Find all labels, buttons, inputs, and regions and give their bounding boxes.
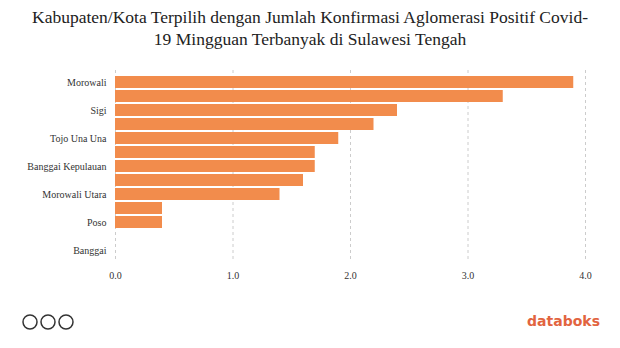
svg-text:0.0: 0.0: [109, 270, 122, 281]
svg-text:2.0: 2.0: [344, 270, 357, 281]
svg-text:Morowali Utara: Morowali Utara: [42, 189, 107, 200]
svg-text:Tojo Una Una: Tojo Una Una: [50, 133, 107, 144]
svg-text:Banggai: Banggai: [73, 245, 107, 256]
html-text:databoks: databoks: [527, 313, 600, 329]
svg-text:4.0: 4.0: [579, 270, 592, 281]
svg-text:Morowali: Morowali: [67, 77, 107, 88]
svg-text:3.0: 3.0: [462, 270, 475, 281]
svg-text:Banggai Kepulauan: Banggai Kepulauan: [27, 161, 106, 172]
html-text:Kabupaten/Kota Terpilih dengan: Kabupaten/Kota Terpilih dengan Jumlah Ko…: [32, 7, 588, 49]
svg-text:Poso: Poso: [87, 217, 106, 228]
svg-text:1.0: 1.0: [227, 270, 240, 281]
svg-text:Sigi: Sigi: [90, 105, 106, 116]
